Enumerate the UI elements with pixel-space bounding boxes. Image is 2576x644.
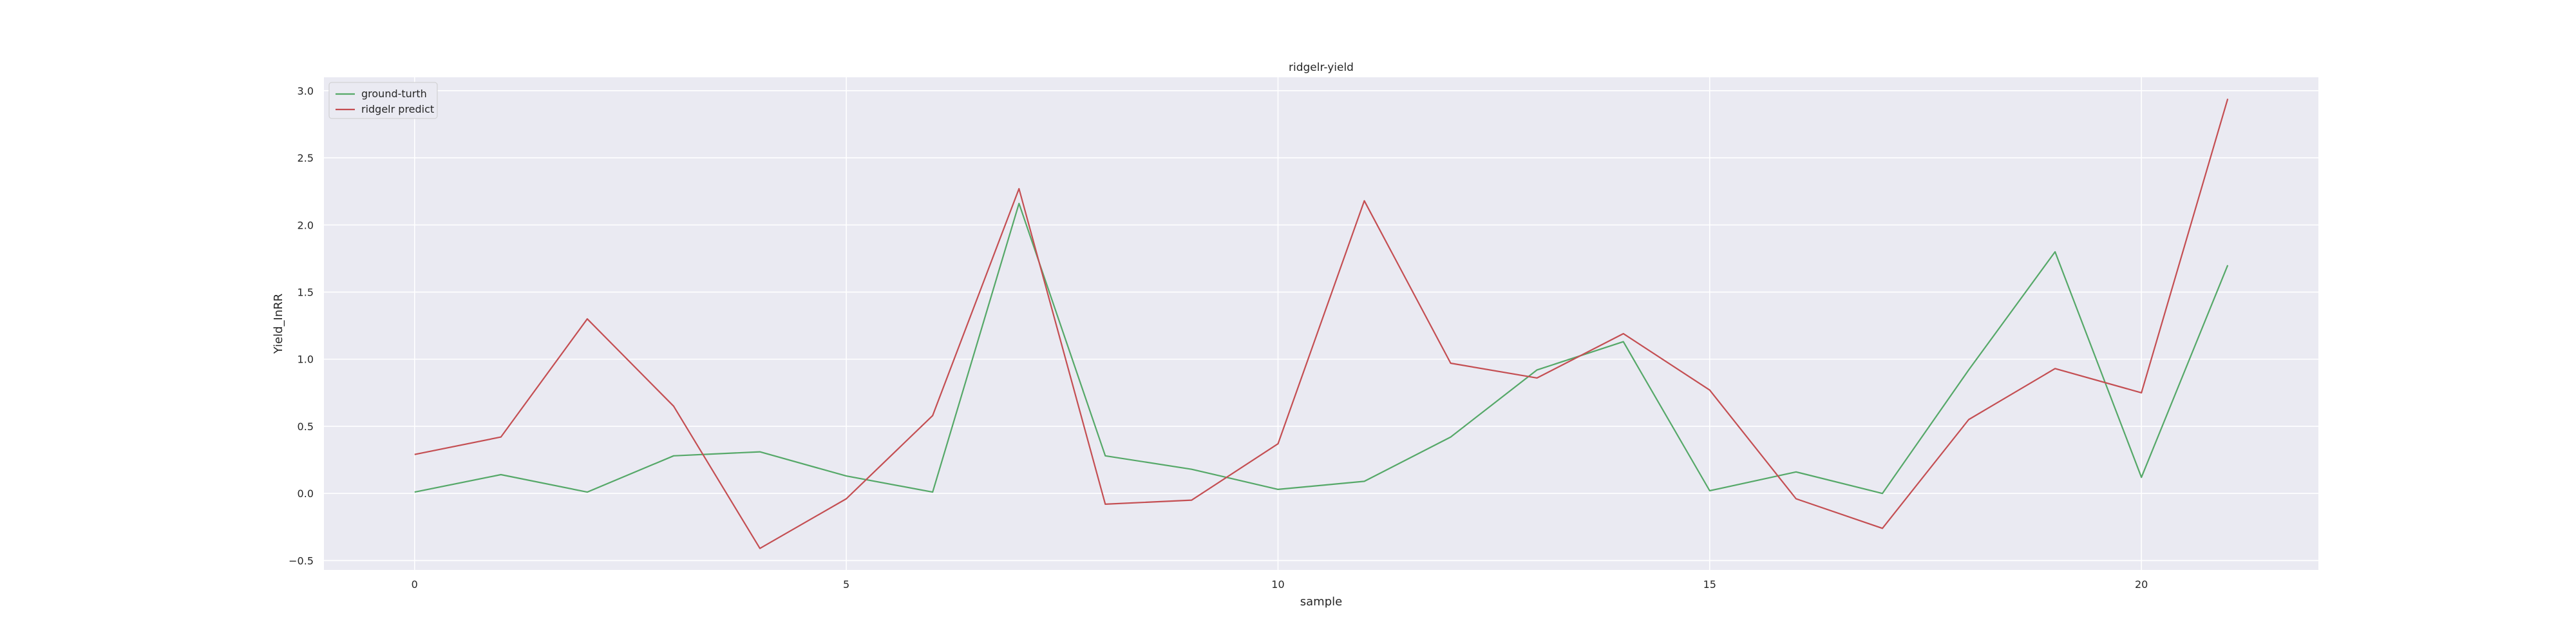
y-tick-label: 0.0 bbox=[298, 488, 314, 500]
y-tick-label: 0.5 bbox=[298, 421, 314, 433]
x-tick-label: 10 bbox=[1271, 578, 1284, 591]
y-tick-label: 2.0 bbox=[298, 219, 314, 231]
x-tick-label: 0 bbox=[412, 578, 418, 591]
legend: ground-turth ridgelr predict bbox=[328, 82, 438, 119]
x-axis-ticks: 0 5 10 15 20 bbox=[412, 578, 2148, 591]
series-line-0 bbox=[414, 202, 2229, 495]
legend-box bbox=[328, 82, 438, 119]
y-tick-label: 3.0 bbox=[298, 85, 314, 97]
y-axis-label: Yield_InRR bbox=[272, 294, 285, 355]
grid-lines bbox=[324, 77, 2318, 570]
y-tick-label: −0.5 bbox=[289, 554, 314, 567]
legend-label-ridgelr-predict: ridgelr predict bbox=[361, 103, 434, 115]
x-tick-label: 5 bbox=[843, 578, 849, 591]
x-axis-label: sample bbox=[1300, 595, 1342, 609]
y-tick-label: 2.5 bbox=[298, 152, 314, 164]
x-tick-label: 15 bbox=[1703, 578, 1716, 591]
series-lines bbox=[414, 99, 2229, 549]
series-line-1 bbox=[414, 99, 2229, 549]
chart-title: ridgelr-yield bbox=[1289, 61, 1354, 74]
x-tick-label: 20 bbox=[2135, 578, 2148, 591]
y-tick-label: 1.5 bbox=[298, 287, 314, 299]
legend-label-ground-turth: ground-turth bbox=[361, 88, 427, 100]
y-tick-label: 1.0 bbox=[298, 354, 314, 366]
y-axis-ticks: −0.5 0.0 0.5 1.0 1.5 2.0 2.5 3.0 bbox=[289, 85, 314, 567]
